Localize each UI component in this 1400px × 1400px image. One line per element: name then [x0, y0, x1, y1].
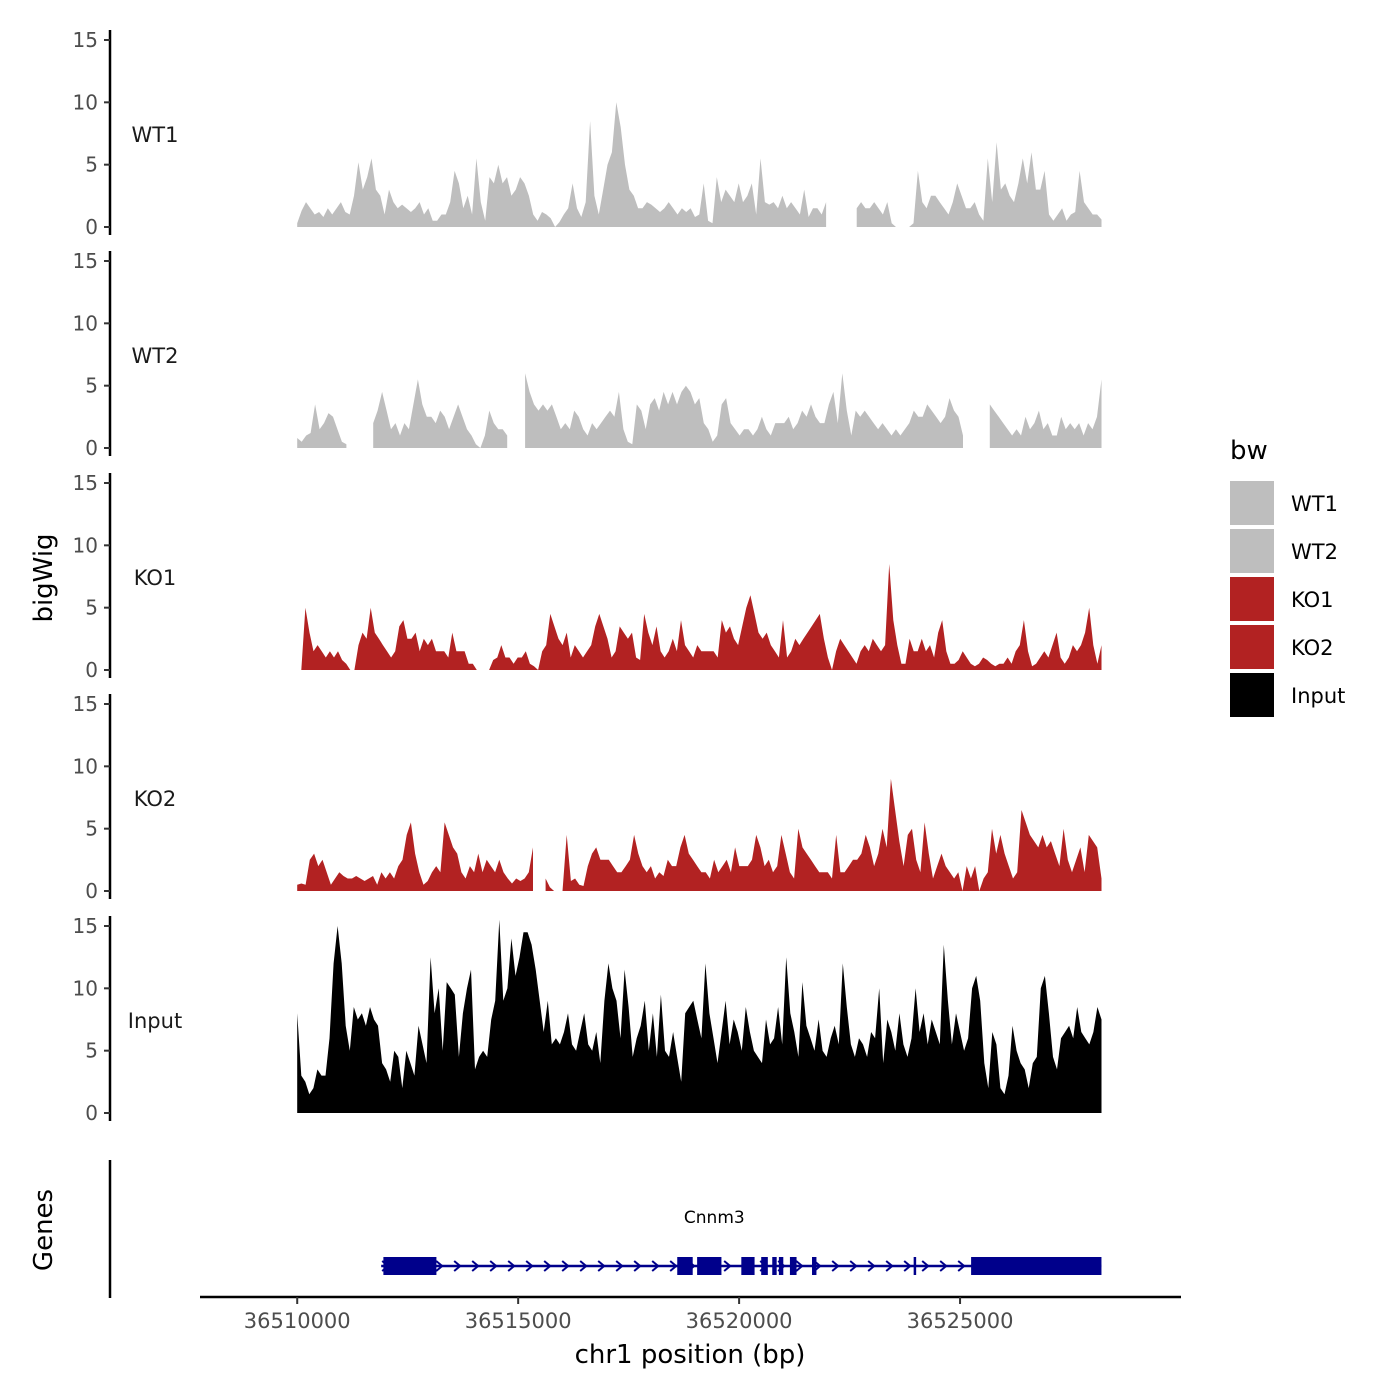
- y-tick-label: 15: [73, 471, 98, 495]
- gene-strand-chevron: [507, 1260, 516, 1272]
- y-tick-label: 15: [73, 692, 98, 716]
- track-label-wt1: WT1: [132, 123, 179, 147]
- track-label-input: Input: [128, 1009, 182, 1033]
- y-tick-label: 10: [73, 90, 98, 114]
- track-panels: 0 5 10 15 WT1 0 5 10 15 WT2 0 5 10 15 KO1 0 5 10 15 KO2 0 5 10…: [73, 28, 1102, 1125]
- y-tick-label: 10: [73, 754, 98, 778]
- x-tick-label: 36525000: [907, 1309, 1014, 1333]
- gene-strand-chevron: [795, 1260, 804, 1272]
- y-tick-label: 5: [85, 1039, 98, 1063]
- legend-label-wt1: WT1: [1291, 492, 1338, 516]
- track-ko2-area-0: [297, 822, 533, 891]
- gene-exon: [913, 1257, 917, 1275]
- legend-key-wt2: [1230, 529, 1274, 573]
- track-wt1: 0 5 10 15 WT1: [73, 28, 1102, 239]
- track-ko2-area-1: [545, 778, 1102, 891]
- gene-strand-chevron: [633, 1260, 642, 1272]
- y-tick-label: 5: [85, 153, 98, 177]
- track-label-wt2: WT2: [132, 344, 179, 368]
- gene-strand-chevron: [561, 1260, 570, 1272]
- y-tick-label: 0: [85, 1101, 98, 1125]
- track-wt1-area-0: [297, 102, 827, 227]
- gene-exon: [789, 1257, 797, 1275]
- gene-strand-chevron: [453, 1260, 462, 1272]
- y-tick-label: 0: [85, 658, 98, 682]
- gene-strand-chevron: [651, 1260, 660, 1272]
- gene-strand-chevron: [489, 1260, 498, 1272]
- legend-label-ko1: KO1: [1291, 588, 1334, 612]
- legend-label-wt2: WT2: [1291, 540, 1338, 564]
- gene-exon: [697, 1257, 722, 1275]
- gene-strand-chevron: [543, 1260, 552, 1272]
- legend-title: bw: [1230, 436, 1268, 466]
- gene-strand-chevron: [867, 1260, 876, 1272]
- legend-key-input: [1230, 673, 1274, 717]
- legend-key-wt1: [1230, 481, 1274, 525]
- track-input-area-0: [297, 919, 1102, 1113]
- genes-axis-title: Genes: [29, 1189, 59, 1271]
- track-label-ko1: KO1: [134, 566, 177, 590]
- y-tick-label: 10: [73, 533, 98, 557]
- gene-exon: [741, 1257, 755, 1275]
- y-tick-label: 5: [85, 817, 98, 841]
- track-wt2-area-1: [373, 379, 508, 448]
- y-tick-label: 5: [85, 374, 98, 398]
- track-ko1: 0 5 10 15 KO1: [73, 471, 1102, 682]
- x-tick-label: 36510000: [244, 1309, 351, 1333]
- y-tick-label: 15: [73, 28, 98, 52]
- legend: bw WT1 WT2 KO1 KO2 Input: [1230, 436, 1345, 717]
- x-tick-label: 36520000: [686, 1309, 793, 1333]
- track-label-ko2: KO2: [134, 787, 177, 811]
- track-ko2: 0 5 10 15 KO2: [73, 692, 1102, 903]
- gene-panel: Cnnm3: [108, 1160, 1102, 1298]
- gene-strand-chevron: [471, 1260, 480, 1272]
- gene-strand-chevron: [903, 1260, 912, 1272]
- track-input: 0 5 10 15 Input: [73, 914, 1102, 1125]
- y-tick-label: 10: [73, 976, 98, 1000]
- y-tick-label: 10: [73, 311, 98, 335]
- gene-exon: [761, 1257, 768, 1275]
- gene-strand-chevron: [939, 1260, 948, 1272]
- x-tick-label: 36515000: [465, 1309, 572, 1333]
- legend-key-ko1: [1230, 577, 1274, 621]
- track-wt2-area-2: [525, 373, 963, 448]
- gene-strand-chevron: [615, 1260, 624, 1272]
- gene-strand-chevron: [435, 1260, 444, 1272]
- x-axis: 36510000 36515000 36520000 36525000: [200, 1295, 1181, 1333]
- gene-strand-chevron: [723, 1260, 732, 1272]
- y-tick-label: 0: [85, 436, 98, 460]
- gene-exon: [772, 1257, 777, 1275]
- track-ko1-area-0: [297, 564, 1102, 670]
- gene-strand-chevron: [885, 1260, 894, 1272]
- gene-exon: [677, 1257, 693, 1275]
- gene-exon: [778, 1257, 784, 1275]
- x-axis-title: chr1 position (bp): [575, 1340, 806, 1370]
- y-tick-label: 5: [85, 596, 98, 620]
- gene-strand-chevron: [849, 1260, 858, 1272]
- y-tick-label: 15: [73, 914, 98, 938]
- gene-exon: [812, 1257, 817, 1275]
- gene-strand-chevron: [957, 1260, 966, 1272]
- gene-strand-chevron: [831, 1260, 840, 1272]
- y-axis-title: bigWig: [29, 533, 59, 622]
- gene-strand-chevron: [921, 1260, 930, 1272]
- track-wt2-area-3: [989, 379, 1102, 448]
- gene-exon: [383, 1257, 437, 1275]
- y-tick-label: 15: [73, 249, 98, 273]
- track-wt2-area-0: [297, 404, 347, 448]
- y-tick-label: 0: [85, 879, 98, 903]
- gene-strand-chevron: [579, 1260, 588, 1272]
- track-wt2: 0 5 10 15 WT2: [73, 249, 1102, 460]
- legend-label-input: Input: [1291, 684, 1345, 708]
- y-tick-label: 0: [85, 215, 98, 239]
- gene-strand-chevron: [525, 1260, 534, 1272]
- gene-exon: [971, 1257, 1102, 1275]
- gene-strand-chevron: [669, 1260, 678, 1272]
- legend-key-ko2: [1230, 625, 1274, 669]
- track-wt1-area-1: [856, 142, 1102, 227]
- gene-strand-chevron: [597, 1260, 606, 1272]
- legend-label-ko2: KO2: [1291, 636, 1334, 660]
- gene-name-label: Cnnm3: [684, 1208, 745, 1228]
